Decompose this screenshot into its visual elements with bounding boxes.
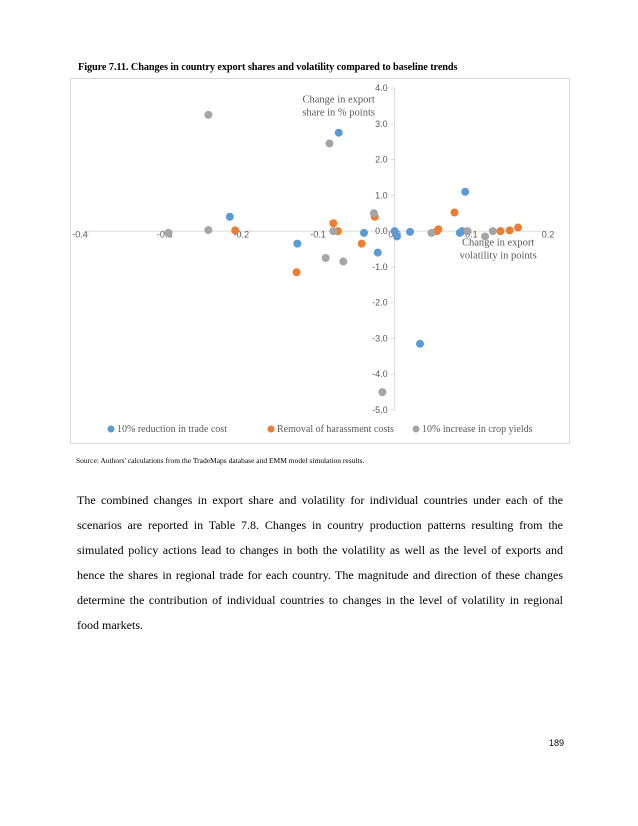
data-point [334,128,343,137]
legend-marker [412,425,420,433]
figure-title: Figure 7.11. Changes in country export s… [78,62,458,73]
data-point [392,232,401,241]
data-point [231,226,240,235]
data-point [378,388,387,397]
data-point [488,227,497,236]
body-paragraph: The combined changes in export share and… [77,488,563,638]
x-tick-label: -0.4 [72,229,88,239]
y-tick-label: -1.0 [372,262,388,272]
data-point [204,226,213,235]
legend-label: Removal of harassment costs [277,424,394,435]
x-tick-label: -0.2 [234,229,250,239]
chart-svg: -0.4-0.3-0.2-0.10.00.10.24.03.02.01.00.0… [70,78,570,444]
data-point [321,253,330,262]
data-point [357,239,366,248]
x-axis-title-line: volatility in points [460,250,537,261]
y-axis-title: Change in export share in % points [302,94,375,118]
data-point [329,219,338,228]
x-tick-label: 0.2 [542,229,555,239]
data-point [360,228,368,237]
y-tick-label: 1.0 [375,190,388,200]
data-point [325,139,334,148]
legend-marker [267,425,275,433]
page-number: 189 [549,738,565,748]
data-point [329,227,338,236]
data-point [292,268,301,277]
data-point [406,227,414,236]
y-tick-label: -5.0 [372,405,388,415]
legend-label: 10% increase in crop yields [422,424,533,435]
data-point [427,228,436,237]
chart-points [164,110,523,397]
data-point [481,232,490,241]
body-paragraph-text: The combined changes in export share and… [77,493,563,632]
data-point [461,187,470,196]
legend-label: 10% reduction in trade cost [117,424,227,435]
legend-marker [107,425,115,433]
chart-border [70,78,570,444]
data-point [369,209,378,218]
x-axis-title-line: Change in export [462,237,534,248]
data-point [293,239,302,248]
y-tick-label: -4.0 [372,369,388,379]
data-point [415,339,424,348]
chart-axes [87,87,549,411]
x-axis-title: Change in export volatility in points [460,237,537,261]
y-tick-label: -3.0 [372,333,388,343]
y-tick-label: 4.0 [375,83,388,93]
data-point [463,227,472,236]
x-tick-label: 0.1 [465,229,478,239]
data-point [514,223,523,232]
data-point [496,227,505,236]
scatter-chart: -0.4-0.3-0.2-0.10.00.10.24.03.02.01.00.0… [70,78,570,444]
data-point [450,208,459,217]
y-tick-label: 2.0 [375,155,388,165]
chart-legend: 10% reduction in trade cost Removal of ha… [107,424,533,435]
data-point [164,228,173,237]
chart-axis-titles: Change in export share in % pointsChange … [302,94,536,261]
data-point [204,110,213,119]
data-point [505,226,514,235]
x-tick-label: -0.3 [157,229,173,239]
y-axis-title-line: Change in export [303,94,375,105]
data-point [434,225,443,234]
y-tick-label: 3.0 [375,119,388,129]
data-point [225,212,234,221]
x-tick-label: -0.1 [310,229,326,239]
y-tick-label: -2.0 [372,298,388,308]
source-note: Source: Authors' calculations from the T… [76,456,365,465]
chart-tick-labels: -0.4-0.3-0.2-0.10.00.10.24.03.02.01.00.0… [72,83,554,415]
y-tick-label: 0.0 [375,226,388,236]
data-point [339,257,348,266]
y-axis-title-line: share in % points [302,107,375,118]
data-point [373,248,382,257]
